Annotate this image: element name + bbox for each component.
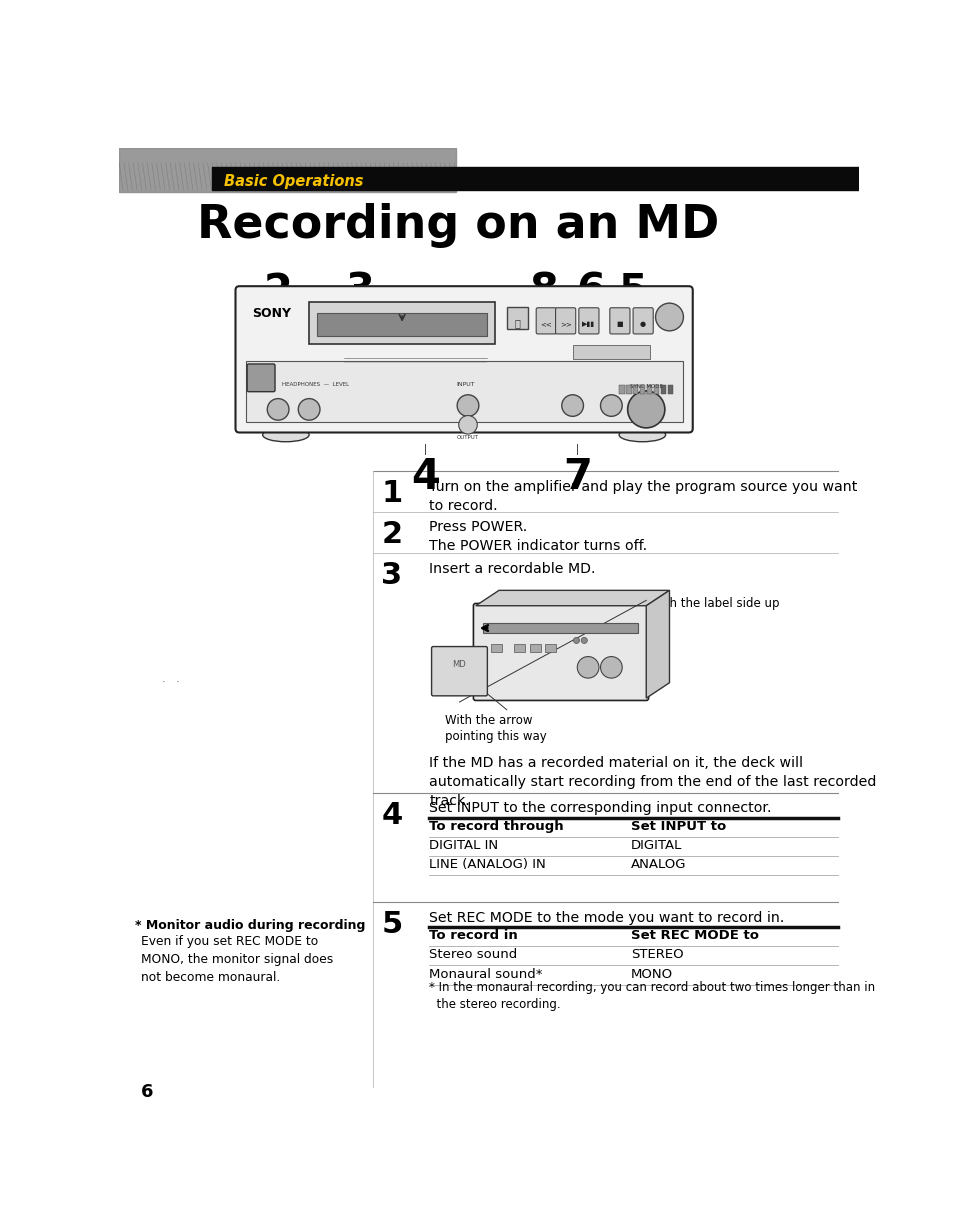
Bar	[309, 301, 495, 344]
Bar	[639, 385, 645, 394]
Text: Basic Operations: Basic Operations	[224, 173, 363, 189]
FancyBboxPatch shape	[235, 287, 692, 433]
Text: ANALOG: ANALOG	[630, 859, 685, 871]
Text: SYNC MODE: SYNC MODE	[629, 384, 662, 389]
Bar	[506, 308, 528, 328]
FancyBboxPatch shape	[431, 647, 487, 696]
Circle shape	[298, 399, 319, 421]
Text: 8: 8	[529, 271, 558, 312]
Text: DIGITAL IN: DIGITAL IN	[429, 839, 497, 852]
Circle shape	[627, 391, 664, 428]
Text: 2: 2	[263, 271, 293, 312]
Polygon shape	[645, 590, 669, 699]
Text: If the MD has a recorded material on it, the deck will
automatically start recor: If the MD has a recorded material on it,…	[429, 756, 876, 808]
Text: To record in: To record in	[429, 929, 517, 942]
Text: Set INPUT to the corresponding input connector.: Set INPUT to the corresponding input con…	[429, 801, 771, 815]
Circle shape	[458, 416, 476, 434]
FancyBboxPatch shape	[536, 308, 556, 333]
Text: Monaural sound*: Monaural sound*	[429, 968, 542, 980]
Text: INPUT: INPUT	[456, 383, 475, 387]
Text: Recording on an MD: Recording on an MD	[196, 203, 719, 248]
Bar	[633, 385, 638, 394]
Text: Turn on the amplifier and play the program source you want
to record.: Turn on the amplifier and play the progr…	[429, 480, 857, 513]
Text: 3: 3	[381, 561, 402, 590]
Text: >>: >>	[559, 321, 571, 327]
Text: With the label side up: With the label side up	[649, 597, 779, 610]
Text: 7: 7	[562, 455, 591, 498]
Circle shape	[561, 395, 583, 416]
Text: With the arrow
pointing this way: With the arrow pointing this way	[444, 713, 546, 743]
Bar	[618, 385, 624, 394]
Bar	[119, 148, 456, 192]
Text: <<: <<	[539, 321, 552, 327]
Bar	[530, 645, 540, 652]
Text: 6: 6	[141, 1084, 153, 1101]
Text: Set REC MODE to: Set REC MODE to	[630, 929, 758, 942]
Text: 4: 4	[411, 455, 439, 498]
Text: Stereo sound: Stereo sound	[429, 948, 517, 962]
Bar	[572, 346, 649, 359]
Circle shape	[599, 395, 621, 416]
Bar	[646, 385, 652, 394]
Bar	[625, 385, 631, 394]
Text: SONY: SONY	[252, 308, 291, 320]
Text: MD: MD	[452, 659, 466, 669]
Ellipse shape	[618, 428, 665, 442]
Bar	[316, 314, 487, 336]
Circle shape	[573, 637, 579, 643]
Text: Set REC MODE to the mode you want to record in.: Set REC MODE to the mode you want to rec…	[429, 910, 783, 925]
FancyBboxPatch shape	[555, 308, 575, 333]
Text: 5: 5	[381, 910, 402, 938]
Circle shape	[655, 303, 682, 331]
FancyBboxPatch shape	[633, 308, 653, 333]
Text: * In the monaural recording, you can record about two times longer than in
  the: * In the monaural recording, you can rec…	[429, 980, 875, 1011]
Bar	[514, 645, 525, 652]
FancyBboxPatch shape	[473, 604, 648, 700]
Text: 2: 2	[381, 519, 402, 549]
Circle shape	[577, 657, 598, 678]
Circle shape	[599, 657, 621, 678]
Circle shape	[267, 399, 289, 421]
Text: To record through: To record through	[429, 820, 563, 833]
Polygon shape	[476, 590, 669, 605]
Text: * Monitor audio during recording: * Monitor audio during recording	[134, 919, 365, 932]
Text: ●: ●	[639, 321, 645, 327]
Circle shape	[456, 395, 478, 416]
FancyBboxPatch shape	[247, 364, 274, 391]
Text: Insert a recordable MD.: Insert a recordable MD.	[429, 562, 595, 576]
Text: DIGITAL: DIGITAL	[630, 839, 681, 852]
FancyBboxPatch shape	[609, 308, 629, 333]
Text: ⚿: ⚿	[514, 317, 520, 327]
Bar	[491, 645, 501, 652]
Text: ■: ■	[616, 321, 622, 327]
FancyBboxPatch shape	[578, 308, 598, 333]
Text: 5: 5	[618, 271, 647, 312]
Text: ·   ·: · ·	[162, 678, 179, 688]
Bar	[545, 645, 556, 652]
Text: 3: 3	[345, 271, 374, 312]
Bar	[245, 360, 682, 422]
Ellipse shape	[262, 428, 309, 442]
Text: Press POWER.
The POWER indicator turns off.: Press POWER. The POWER indicator turns o…	[429, 520, 647, 554]
Text: Even if you set REC MODE to
MONO, the monitor signal does
not become monaural.: Even if you set REC MODE to MONO, the mo…	[141, 935, 333, 984]
Text: Set INPUT to: Set INPUT to	[630, 820, 725, 833]
Text: 4: 4	[381, 801, 402, 829]
Text: HEADPHONES  —  LEVEL: HEADPHONES — LEVEL	[282, 383, 349, 387]
Text: LINE (ANALOG) IN: LINE (ANALOG) IN	[429, 859, 545, 871]
Bar	[654, 385, 659, 394]
Bar	[212, 167, 858, 189]
Text: 6: 6	[576, 271, 604, 312]
Text: MONO: MONO	[630, 968, 672, 980]
Bar	[483, 624, 638, 632]
Circle shape	[580, 637, 587, 643]
Text: STEREO: STEREO	[630, 948, 682, 962]
Text: OUTPUT: OUTPUT	[456, 435, 477, 440]
Bar	[667, 385, 673, 394]
Bar	[660, 385, 666, 394]
Text: 1: 1	[381, 478, 402, 508]
Text: ▶▮▮: ▶▮▮	[581, 321, 595, 327]
